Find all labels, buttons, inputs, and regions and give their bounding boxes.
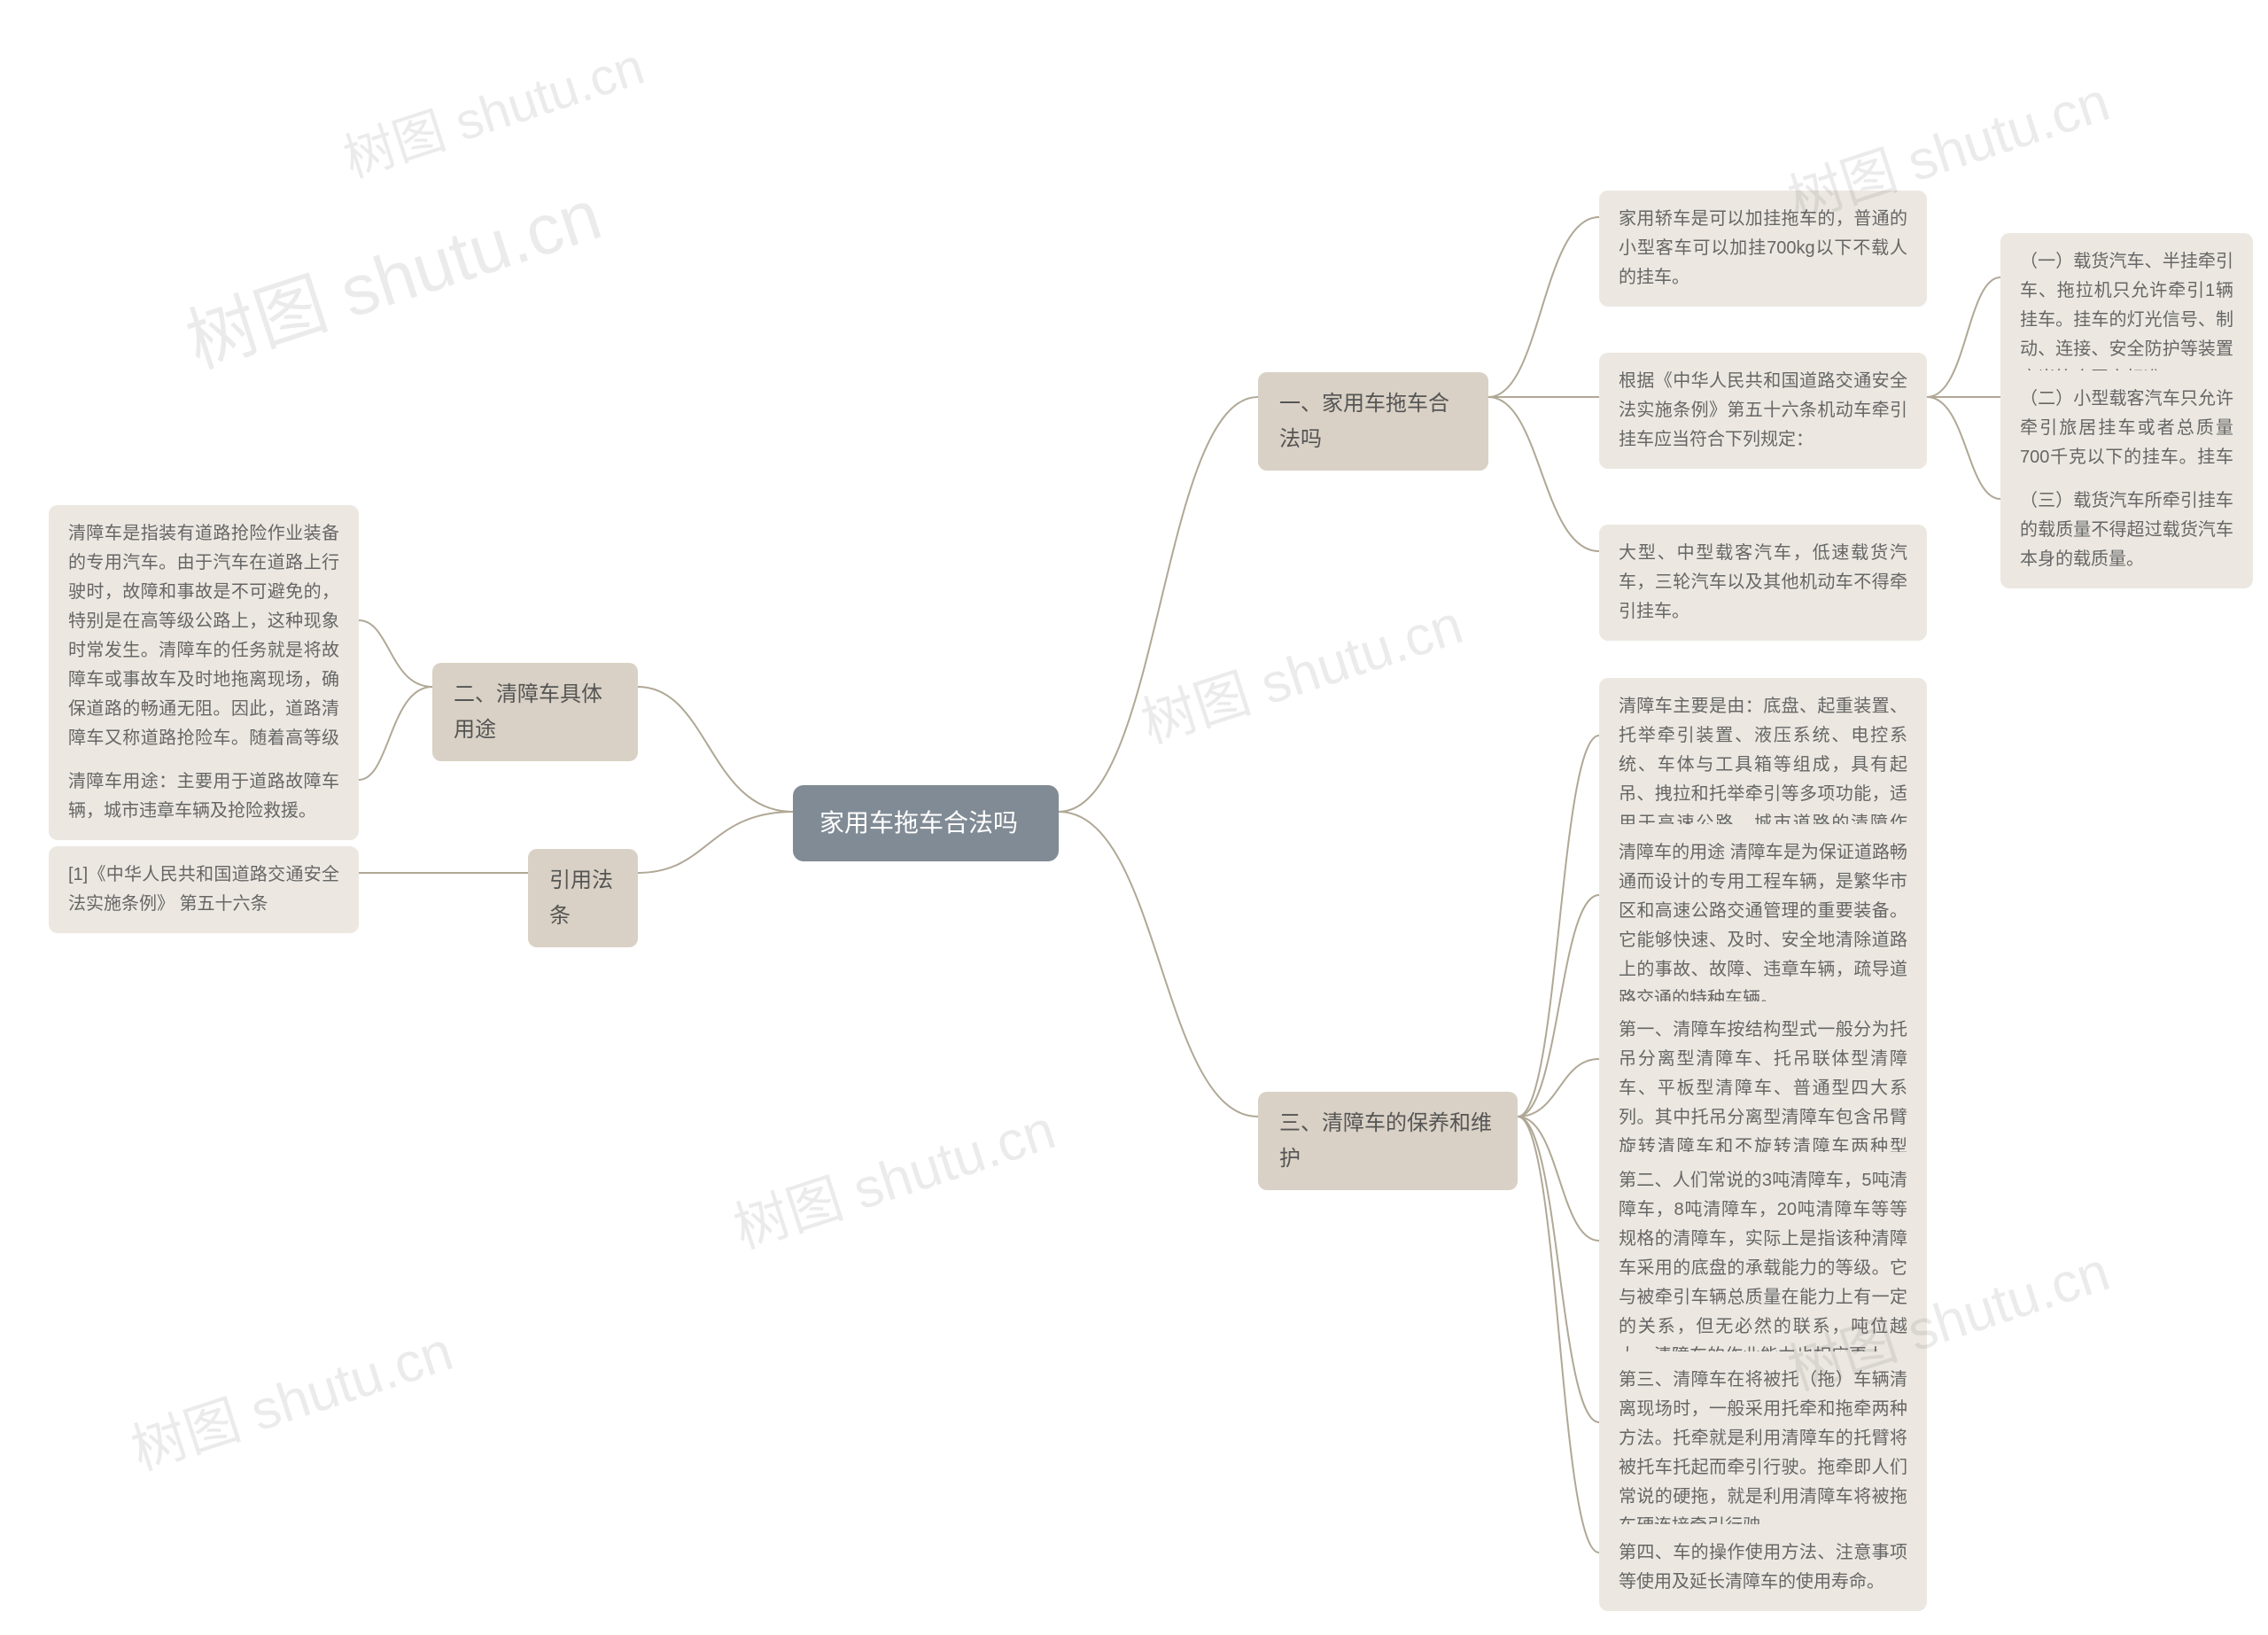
branch-2-label: 二、清障车具体用途 — [454, 677, 617, 747]
leaf-b3-4[interactable]: 第二、人们常说的3吨清障车，5吨清障车，8吨清障车，20吨清障车等等规格的清障车… — [1599, 1152, 1927, 1385]
leaf-text: 根据《中华人民共和国道路交通安全法实施条例》第五十六条机动车牵引挂车应当符合下列… — [1619, 367, 1907, 455]
leaf-b1-2[interactable]: 根据《中华人民共和国道路交通安全法实施条例》第五十六条机动车牵引挂车应当符合下列… — [1599, 353, 1927, 469]
leaf-b2-2[interactable]: 清障车用途：主要用于道路故障车辆，城市违章车辆及抢险救援。 — [49, 753, 359, 840]
leaf-b1-3[interactable]: 大型、中型载客汽车，低速载货汽车，三轮汽车以及其他机动车不得牵引挂车。 — [1599, 525, 1927, 641]
leaf-b1-1[interactable]: 家用轿车是可以加挂拖车的，普通的小型客车可以加挂700kg以下不载人的挂车。 — [1599, 191, 1927, 307]
watermark: 树图 shutu.cn — [722, 1085, 1063, 1264]
root-node[interactable]: 家用车拖车合法吗 — [793, 785, 1059, 861]
branch-4[interactable]: 引用法条 — [528, 849, 638, 947]
leaf-text: 家用轿车是可以加挂拖车的，普通的小型客车可以加挂700kg以下不载人的挂车。 — [1619, 205, 1907, 292]
branch-3[interactable]: 三、清障车的保养和维护 — [1258, 1092, 1518, 1190]
leaf-text: 第四、车的操作使用方法、注意事项等使用及延长清障车的使用寿命。 — [1619, 1538, 1907, 1597]
leaf-text: 大型、中型载客汽车，低速载货汽车，三轮汽车以及其他机动车不得牵引挂车。 — [1619, 539, 1907, 627]
branch-4-label: 引用法条 — [549, 863, 617, 933]
leaf-b4-1[interactable]: [1]《中华人民共和国道路交通安全法实施条例》 第五十六条 — [49, 846, 359, 933]
root-label: 家用车拖车合法吗 — [819, 803, 1018, 844]
leaf-text: 第三、清障车在将被托（拖）车辆清离现场时，一般采用托牵和拖牵两种方法。托牵就是利… — [1619, 1366, 1907, 1541]
branch-1-label: 一、家用车拖车合法吗 — [1279, 386, 1467, 456]
leaf-text: 第二、人们常说的3吨清障车，5吨清障车，8吨清障车，20吨清障车等等规格的清障车… — [1619, 1166, 1907, 1371]
leaf-text: （三）载货汽车所牵引挂车的载质量不得超过载货汽车本身的载质量。 — [2020, 487, 2233, 574]
leaf-b3-2[interactable]: 清障车的用途 清障车是为保证道路畅通而设计的专用工程车辆，是繁华市区和高速公路交… — [1599, 824, 1927, 1028]
watermark: 树图 shutu.cn — [120, 1306, 461, 1485]
leaf-b3-6[interactable]: 第四、车的操作使用方法、注意事项等使用及延长清障车的使用寿命。 — [1599, 1524, 1927, 1611]
branch-3-label: 三、清障车的保养和维护 — [1279, 1106, 1496, 1176]
mindmap-canvas: 家用车拖车合法吗 一、家用车拖车合法吗 家用轿车是可以加挂拖车的，普通的小型客车… — [0, 0, 2268, 1635]
watermark: 树图 shutu.cn — [1130, 580, 1471, 759]
watermark: 树图 shutu.cn — [333, 25, 652, 191]
branch-1[interactable]: 一、家用车拖车合法吗 — [1258, 372, 1488, 471]
leaf-text: [1]《中华人民共和国道路交通安全法实施条例》 第五十六条 — [68, 860, 339, 919]
leaf-text: 清障车用途：主要用于道路故障车辆，城市违章车辆及抢险救援。 — [68, 767, 339, 826]
watermark: 树图 shutu.cn — [172, 158, 612, 388]
leaf-text: 清障车的用途 清障车是为保证道路畅通而设计的专用工程车辆，是繁华市区和高速公路交… — [1619, 838, 1907, 1014]
leaf-b1-2-3[interactable]: （三）载货汽车所牵引挂车的载质量不得超过载货汽车本身的载质量。 — [2000, 472, 2253, 588]
branch-2[interactable]: 二、清障车具体用途 — [432, 663, 638, 761]
